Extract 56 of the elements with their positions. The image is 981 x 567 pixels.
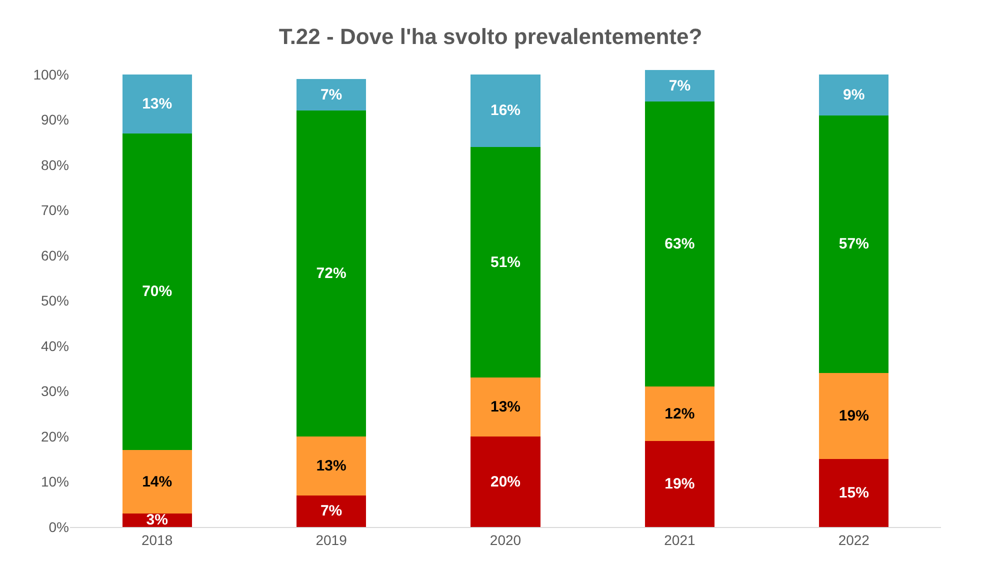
y-tick-label: 100%	[33, 66, 69, 82]
y-tick-label: 10%	[40, 474, 69, 490]
data-label: 70%	[142, 283, 172, 300]
bar	[296, 436, 366, 496]
y-tick-label: 90%	[40, 112, 69, 128]
x-tick-label: 2019	[316, 532, 348, 548]
data-label: 12%	[664, 405, 695, 422]
data-label: 7%	[668, 77, 691, 94]
y-tick-label: 40%	[40, 338, 69, 354]
data-label: 3%	[146, 512, 168, 529]
bar	[470, 378, 540, 436]
x-tick-label: 2018	[142, 532, 173, 548]
chart-title: T.22 - Dove l'ha svolto prevalentemente?	[278, 24, 702, 49]
bar	[296, 495, 366, 527]
data-label: 15%	[838, 484, 869, 502]
bar	[644, 386, 715, 442]
y-tick-label: 20%	[40, 428, 69, 444]
data-label: 13%	[490, 398, 521, 416]
bar	[644, 70, 715, 102]
data-label: 51%	[490, 254, 521, 271]
bar	[470, 436, 540, 527]
bar	[644, 441, 715, 527]
data-label: 13%	[316, 457, 346, 474]
x-tick-label: 2021	[664, 532, 696, 548]
bar	[819, 115, 889, 374]
y-tick-label: 0%	[48, 518, 69, 535]
data-label: 57%	[838, 236, 869, 253]
data-label: 20%	[490, 473, 521, 490]
data-label: 19%	[664, 476, 695, 493]
data-label: 63%	[664, 236, 695, 253]
y-tick-label: 60%	[40, 247, 69, 264]
y-tick-label: 80%	[40, 156, 69, 173]
bar	[819, 74, 889, 116]
y-tick-label: 30%	[40, 383, 69, 400]
bar	[470, 146, 540, 378]
data-label: 19%	[838, 408, 869, 425]
data-label: 16%	[490, 102, 521, 120]
data-label: 7%	[320, 86, 342, 104]
bar	[470, 74, 540, 147]
data-label: 72%	[316, 265, 346, 282]
data-label: 14%	[142, 473, 172, 490]
y-tick-label: 70%	[40, 202, 69, 218]
bar	[819, 459, 889, 527]
bar	[296, 110, 366, 436]
x-tick-label: 2020	[490, 532, 522, 548]
data-label: 7%	[320, 502, 342, 520]
bar	[819, 373, 889, 460]
data-label: 9%	[843, 86, 865, 104]
bar	[296, 79, 366, 111]
data-label: 13%	[142, 95, 172, 112]
y-tick-label: 50%	[40, 292, 69, 309]
bar	[122, 74, 192, 134]
bar	[122, 133, 192, 450]
bar	[644, 102, 715, 387]
bar	[122, 450, 192, 514]
x-tick-label: 2022	[838, 532, 870, 548]
